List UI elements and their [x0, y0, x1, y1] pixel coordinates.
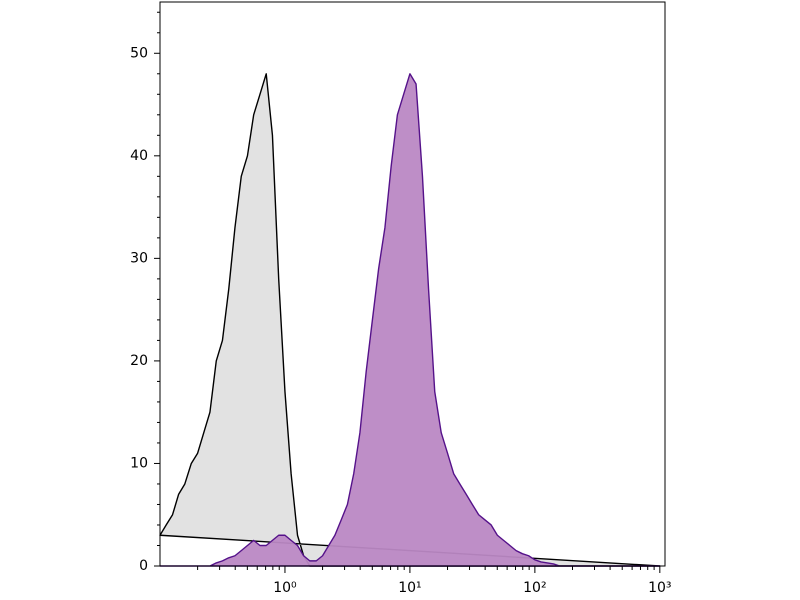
y-tick-label: 10 [130, 455, 148, 471]
y-tick-label: 50 [130, 45, 148, 61]
x-tick-label: 10¹ [398, 580, 421, 596]
plot-frame [159, 1, 666, 567]
y-tick-label: 20 [130, 353, 148, 369]
y-tick-label: 40 [130, 148, 148, 164]
y-tick-label: 30 [130, 250, 148, 266]
x-tick-label: 10³ [648, 580, 671, 596]
y-tick-label: 0 [139, 558, 148, 574]
x-tick-label: 10² [523, 580, 546, 596]
x-tick-label: 10⁰ [273, 580, 297, 596]
